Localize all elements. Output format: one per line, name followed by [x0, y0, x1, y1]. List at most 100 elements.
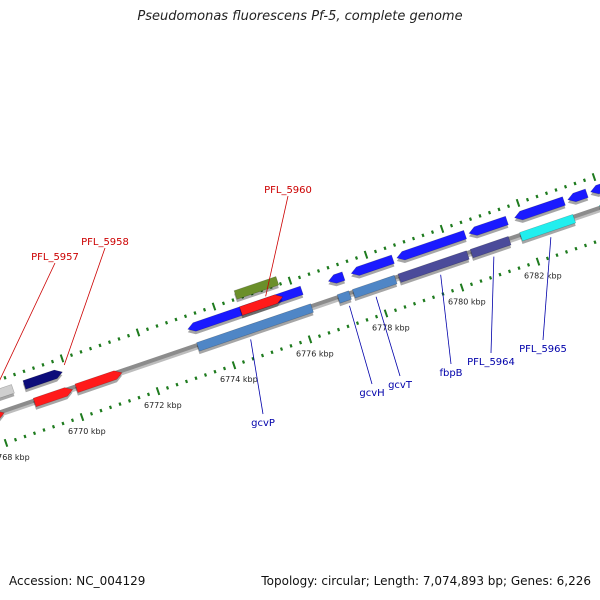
minor-tick	[402, 239, 406, 244]
genome-summary: Topology: circular; Length: 7,074,893 bp…	[261, 574, 591, 588]
minor-tick	[260, 353, 265, 358]
gene-label-connector	[490, 256, 495, 354]
minor-tick	[289, 343, 293, 348]
minor-tick	[61, 421, 65, 426]
minor-tick	[335, 262, 340, 267]
gene-feature	[469, 236, 512, 259]
gene-label: PFL_5965	[519, 344, 567, 355]
scale-label: 6776 kbp	[296, 349, 334, 358]
minor-tick	[183, 314, 188, 319]
gene-label-connector	[265, 195, 289, 297]
minor-tick	[564, 250, 569, 254]
minor-tick	[327, 331, 331, 335]
gene-feature	[519, 214, 577, 242]
minor-tick	[231, 298, 235, 302]
minor-tick	[88, 346, 93, 351]
minor-tick	[383, 246, 387, 251]
major-tick	[363, 250, 369, 259]
minor-tick	[411, 236, 416, 241]
gene-label: PFL_5964	[467, 357, 515, 368]
minor-tick	[42, 428, 46, 432]
minor-tick	[12, 372, 17, 377]
gene-feature	[0, 384, 15, 399]
minor-tick	[517, 266, 521, 270]
gene-feature	[336, 290, 352, 304]
minor-tick	[89, 411, 94, 416]
minor-tick	[555, 253, 559, 258]
minor-tick	[155, 324, 159, 328]
scale-label: 6768 kbp	[0, 453, 30, 462]
gene-label-connector	[0, 262, 56, 381]
major-tick	[3, 438, 9, 448]
major-tick	[515, 198, 521, 208]
minor-tick	[563, 184, 568, 189]
minor-tick	[478, 214, 482, 218]
minor-tick	[392, 243, 397, 247]
minor-tick	[479, 279, 483, 283]
gene-feature	[22, 369, 63, 390]
minor-tick	[450, 288, 455, 293]
minor-tick	[137, 395, 141, 400]
minor-tick	[13, 437, 18, 442]
minor-tick	[145, 327, 150, 332]
major-tick	[459, 283, 465, 292]
scale-label: 6770 kbp	[68, 427, 106, 436]
gene-feature	[590, 183, 600, 195]
minor-tick	[317, 334, 322, 338]
major-tick	[231, 361, 237, 370]
gene-feature	[567, 188, 589, 203]
minor-tick	[32, 431, 37, 436]
scale-label: 6772 kbp	[144, 401, 182, 410]
minor-tick	[430, 230, 435, 234]
minor-tick	[98, 343, 102, 348]
minor-tick	[421, 233, 425, 238]
minor-tick	[574, 246, 578, 251]
minor-tick	[526, 263, 531, 267]
minor-tick	[316, 269, 321, 273]
minor-tick	[507, 269, 512, 274]
minor-tick	[251, 356, 255, 361]
scale-label: 6778 kbp	[372, 323, 410, 332]
minor-tick	[202, 307, 207, 312]
major-tick	[535, 257, 541, 266]
gene-feature	[239, 294, 284, 316]
minor-tick	[593, 240, 597, 245]
major-tick	[59, 354, 65, 363]
minor-tick	[51, 424, 56, 429]
gene-feature	[0, 411, 5, 419]
major-tick	[135, 328, 141, 337]
minor-tick	[193, 311, 197, 315]
scale-label: 6780 kbp	[448, 298, 486, 307]
gene-feature	[350, 254, 395, 276]
gene-label-connector	[375, 296, 401, 377]
minor-tick	[506, 204, 511, 209]
minor-tick	[108, 405, 113, 410]
minor-tick	[346, 324, 350, 329]
major-tick	[211, 302, 217, 311]
minor-tick	[393, 308, 398, 313]
gene-label: gcvP	[251, 418, 275, 429]
minor-tick	[459, 220, 463, 225]
major-tick	[591, 172, 597, 182]
minor-tick	[164, 320, 169, 325]
minor-tick	[278, 282, 283, 286]
minor-tick	[184, 379, 189, 384]
map-title: Pseudomonas fluorescens Pf-5, complete g…	[137, 9, 463, 24]
minor-tick	[487, 210, 492, 215]
scale-label: 6774 kbp	[220, 375, 258, 384]
minor-tick	[297, 275, 302, 280]
gene-label-connector	[250, 339, 264, 415]
minor-tick	[469, 282, 474, 287]
scale-label: 6782 kbp	[524, 272, 562, 281]
minor-tick	[326, 265, 330, 270]
minor-tick	[69, 353, 74, 357]
minor-tick	[298, 340, 303, 345]
minor-tick	[117, 337, 121, 341]
minor-tick	[412, 301, 417, 306]
minor-tick	[373, 249, 378, 254]
minor-tick	[573, 181, 577, 186]
gene-label: gcvT	[388, 380, 413, 391]
major-tick	[287, 276, 293, 285]
gene-label: PFL_5958	[81, 237, 129, 248]
